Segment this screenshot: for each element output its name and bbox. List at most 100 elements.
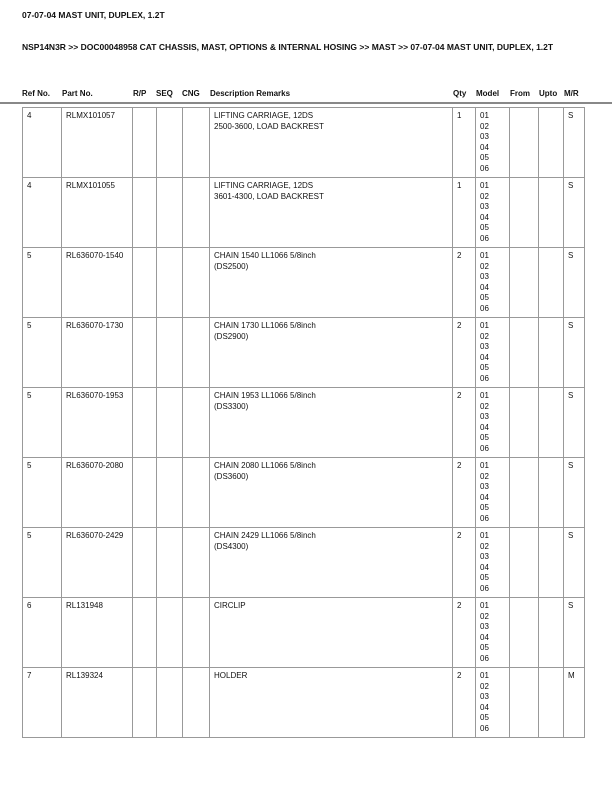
model-code: 04 [480, 562, 489, 572]
cell-seq [156, 457, 183, 528]
model-code: 05 [480, 363, 489, 372]
model-code: 05 [480, 573, 489, 582]
model-code: 03 [480, 482, 489, 491]
description-line: CHAIN 2080 LL1066 5/8inch [214, 461, 316, 470]
cell-mr: S [563, 317, 585, 388]
column-header: From [510, 89, 530, 98]
model-code: 02 [480, 471, 489, 481]
cell-part: RL131948 [61, 597, 133, 668]
model-code: 06 [480, 443, 489, 453]
column-header: R/P [133, 89, 147, 98]
cell-seq [156, 177, 183, 248]
cell-upto [538, 667, 564, 738]
model-code: 05 [480, 503, 489, 512]
cell-upto [538, 527, 564, 598]
model-code: 06 [480, 163, 489, 173]
cell-seq [156, 317, 183, 388]
model-code: 03 [480, 342, 489, 351]
description-line: (DS3600) [214, 471, 249, 481]
cell-models: 01 02 03 04 05 06 [475, 317, 510, 388]
model-code: 01 [480, 531, 489, 540]
model-code: 05 [480, 643, 489, 652]
cell-part: RL139324 [61, 667, 133, 738]
table-row: 4 RLMX101055 LIFTING CARRIAGE, 12DS 3601-43… [22, 177, 585, 248]
cell-from [509, 107, 539, 178]
cell-part: RLMX101057 [61, 107, 133, 178]
cell-from [509, 177, 539, 248]
description-line: CHAIN 1953 LL1066 5/8inch [214, 391, 316, 400]
model-code: 03 [480, 552, 489, 561]
cell-qty: 1 [452, 177, 476, 248]
cell-ref: 5 [22, 457, 62, 528]
description-line: CHAIN 2429 LL1066 5/8inch [214, 531, 316, 540]
cell-qty: 2 [452, 597, 476, 668]
cell-qty: 2 [452, 527, 476, 598]
cell-rp [132, 177, 157, 248]
cell-models: 01 02 03 04 05 06 [475, 107, 510, 178]
column-header: Qty [453, 89, 467, 98]
cell-cng [182, 107, 210, 178]
cell-cng [182, 527, 210, 598]
model-code: 01 [480, 601, 489, 610]
page-title: 07-07-04 MAST UNIT, DUPLEX, 1.2T [22, 10, 165, 20]
cell-desc: CHAIN 2080 LL1066 5/8inch (DS3600) [209, 457, 453, 528]
cell-upto [538, 317, 564, 388]
cell-desc: CHAIN 1540 LL1066 5/8inch (DS2500) [209, 247, 453, 318]
model-code: 04 [480, 702, 489, 712]
model-code: 06 [480, 583, 489, 593]
cell-qty: 2 [452, 387, 476, 458]
cell-part: RL636070-1953 [61, 387, 133, 458]
model-code: 02 [480, 261, 489, 271]
column-header: Description Remarks [210, 89, 291, 98]
table-row: 6 RL131948 CIRCLIP 2 01 02 03 04 05 06 S [22, 597, 585, 668]
cell-upto [538, 177, 564, 248]
model-code: 05 [480, 433, 489, 442]
model-code: 03 [480, 202, 489, 211]
cell-upto [538, 107, 564, 178]
cell-rp [132, 247, 157, 318]
cell-mr: S [563, 247, 585, 318]
cell-mr: M [563, 667, 585, 738]
model-code: 04 [480, 142, 489, 152]
cell-cng [182, 317, 210, 388]
cell-upto [538, 387, 564, 458]
cell-desc: HOLDER [209, 667, 453, 738]
model-code: 04 [480, 212, 489, 222]
table-row: 5 RL636070-1953 CHAIN 1953 LL1066 5/8inch(… [22, 387, 585, 458]
table-row: 5 RL636070-2080 CHAIN 2080 LL1066 5/8inch(… [22, 457, 585, 528]
model-code: 04 [480, 422, 489, 432]
model-code: 06 [480, 233, 489, 243]
model-code: 05 [480, 153, 489, 162]
column-header: Part No. [62, 89, 93, 98]
cell-mr: S [563, 177, 585, 248]
cell-ref: 5 [22, 527, 62, 598]
model-code: 01 [480, 321, 489, 330]
cell-seq [156, 667, 183, 738]
cell-qty: 1 [452, 107, 476, 178]
description-line: (DS3300) [214, 401, 249, 411]
cell-qty: 2 [452, 457, 476, 528]
cell-rp [132, 387, 157, 458]
table-row: 4 RLMX101057 LIFTING CARRIAGE, 12DS 2500-36… [22, 107, 585, 178]
model-code: 02 [480, 331, 489, 341]
column-header: M/R [564, 89, 579, 98]
cell-part: RL636070-2080 [61, 457, 133, 528]
description-line: HOLDER [214, 671, 248, 680]
cell-ref: 5 [22, 387, 62, 458]
cell-desc: LIFTING CARRIAGE, 12DS 2500-3600, LOAD BA… [209, 107, 453, 178]
cell-qty: 2 [452, 667, 476, 738]
column-header: CNG [182, 89, 200, 98]
cell-models: 01 02 03 04 05 06 [475, 457, 510, 528]
description-line: 2500-3600, LOAD BACKREST [214, 121, 324, 131]
cell-cng [182, 597, 210, 668]
cell-seq [156, 247, 183, 318]
cell-seq [156, 597, 183, 668]
model-code: 01 [480, 181, 489, 190]
cell-mr: S [563, 597, 585, 668]
cell-rp [132, 317, 157, 388]
model-code: 05 [480, 293, 489, 302]
column-header: SEQ [156, 89, 173, 98]
table-row: 5 RL636070-2429 CHAIN 2429 LL1066 5/8inch(… [22, 527, 585, 598]
description-line: CHAIN 1730 LL1066 5/8inch [214, 321, 316, 330]
cell-desc: CIRCLIP [209, 597, 453, 668]
